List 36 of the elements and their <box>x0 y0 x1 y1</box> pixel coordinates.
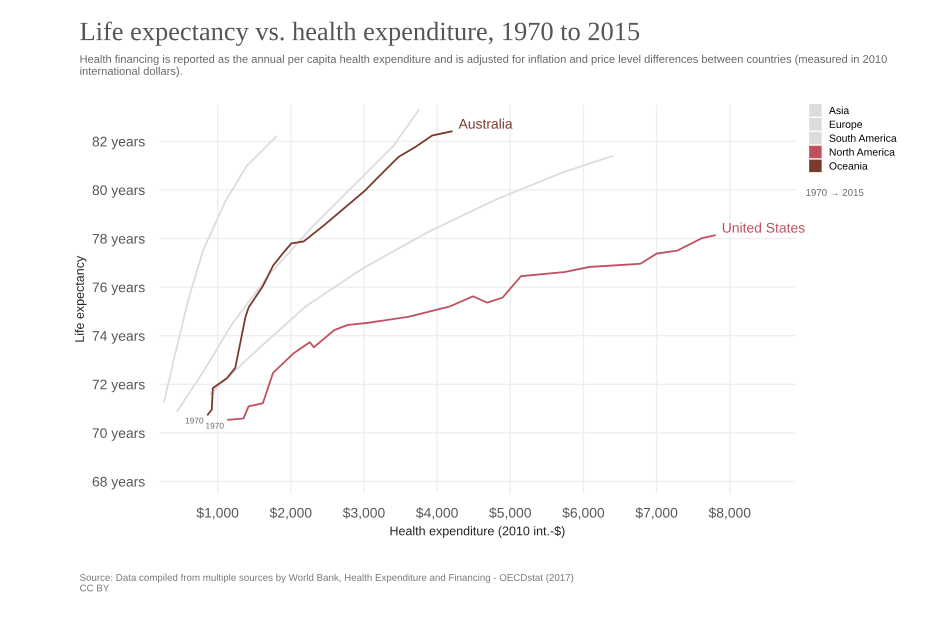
x-tick-label: $5,000 <box>489 507 531 520</box>
y-tick-label: 74 years <box>92 331 145 344</box>
x-tick-label: $7,000 <box>636 507 678 520</box>
x-tick-label: $1,000 <box>196 507 238 520</box>
y-tick-label: 76 years <box>92 282 145 296</box>
legend-label: North America <box>830 148 895 156</box>
legend-label: South America <box>829 134 897 142</box>
legend-label: Asia <box>828 106 850 114</box>
y-tick-label: 70 years <box>92 428 145 441</box>
x-tick-label: $4,000 <box>416 507 458 520</box>
legend-label: Oceania <box>829 162 868 170</box>
source-note: Source: Data compiled from multiple sources by World Bank, Health Expenditure and Financing - OECDstat (2017) CC BY <box>80 574 574 592</box>
x-tick-label: $3,000 <box>342 507 385 520</box>
x-tick-label: $6,000 <box>562 507 604 520</box>
line-series <box>163 136 278 402</box>
y-tick-label: 82 years <box>92 136 145 150</box>
annotation: United States <box>722 222 805 233</box>
x-axis-title: Health expenditure (2010 int.-$) <box>390 526 564 538</box>
x-tick-label: $2,000 <box>270 507 312 520</box>
legend-label: Europe <box>830 120 862 130</box>
x-tick-label: $8,000 <box>708 507 750 520</box>
chart-title: Life expectancy vs. health expenditure, 1970 to 2015 <box>80 22 640 46</box>
chart-subtitle: Health financing is reported as the annual per capita health expenditure and is adjusted for inflation and price level differences between countries (measured in 2010 international dollars). <box>80 54 887 78</box>
text: 1970 → 2015 <box>806 189 864 196</box>
line-series <box>227 234 716 421</box>
y-axis-title: Life expectancy <box>74 256 86 342</box>
y-tick-label: 72 years <box>92 380 145 392</box>
annotation: 1970 <box>206 422 224 429</box>
y-tick-label: 80 years <box>92 185 145 198</box>
annotation: Australia <box>458 118 513 129</box>
y-tick-label: 68 years <box>92 476 145 490</box>
y-tick-label: 78 years <box>92 234 145 246</box>
annotation: 1970 <box>186 418 204 424</box>
line-series <box>206 130 453 416</box>
line-series <box>209 155 614 395</box>
line-series <box>176 108 420 412</box>
